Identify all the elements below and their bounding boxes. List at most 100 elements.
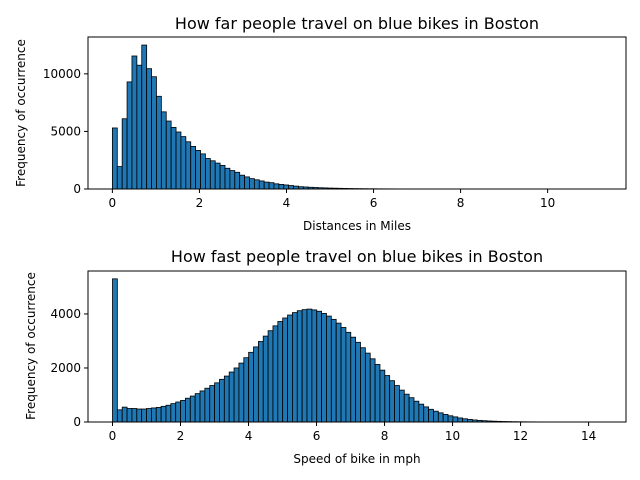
histogram-bar	[326, 315, 332, 423]
histogram-bar	[239, 174, 245, 190]
histogram-bar	[447, 415, 454, 423]
histogram-bar	[155, 407, 162, 423]
histogram-bar	[229, 170, 236, 190]
distance-bars	[111, 44, 603, 190]
histogram-bar	[340, 327, 347, 423]
histogram-bar	[345, 331, 352, 423]
y-tick-label: 0	[73, 415, 81, 429]
histogram-bar	[423, 406, 429, 423]
histogram-bar	[433, 410, 439, 423]
histogram-bar	[165, 404, 172, 423]
speed-plot-frame	[87, 270, 627, 423]
histogram-bar	[126, 81, 133, 190]
x-tick-label: 8	[381, 429, 389, 443]
x-tick-label: 0	[109, 196, 117, 210]
histogram-bar	[160, 405, 167, 423]
histogram-bar	[253, 179, 260, 190]
histogram-bar	[116, 166, 123, 190]
y-tick-label: 5000	[50, 124, 81, 138]
x-tick-label: 6	[370, 196, 378, 210]
y-tick-label: 10000	[43, 67, 81, 81]
histogram-bar	[268, 182, 275, 190]
histogram-bar	[190, 145, 197, 190]
histogram-bar	[267, 330, 274, 423]
histogram-bar	[413, 400, 420, 423]
histogram-bar	[244, 176, 250, 190]
speed-histogram: How fast people travel on blue bikes in …	[24, 247, 627, 466]
histogram-bar	[165, 120, 172, 190]
distance-x-axis-label: Distances in Miles	[303, 219, 411, 233]
histogram-bar	[175, 401, 181, 423]
histogram-bar	[355, 341, 361, 423]
x-tick-label: 6	[313, 429, 321, 443]
histogram-bar	[287, 314, 293, 423]
histogram-bar	[452, 416, 459, 423]
histogram-bar	[214, 162, 221, 190]
histogram-bar	[209, 385, 216, 423]
speed-x-axis-label: Speed of bike in mph	[293, 452, 420, 466]
histogram-bar	[301, 309, 308, 423]
histogram-bar	[189, 395, 196, 423]
histogram-bar	[131, 408, 138, 423]
x-tick-label: 4	[283, 196, 291, 210]
histogram-bar	[428, 408, 434, 423]
histogram-bar	[180, 399, 186, 423]
distance-plot-frame	[87, 36, 627, 190]
x-tick-label: 0	[109, 429, 117, 443]
distance-chart-title: How far people travel on blue bikes in B…	[175, 14, 539, 33]
histogram-bar	[200, 153, 206, 190]
histogram-bar	[278, 183, 285, 190]
histogram-bar	[223, 375, 230, 423]
histogram-bar	[112, 278, 118, 423]
histogram-bar	[141, 408, 147, 423]
speed-y-axis-label: Frequency of occurrence	[24, 272, 38, 420]
histogram-bar	[442, 414, 449, 423]
histogram-bar	[403, 393, 410, 423]
histogram-bar	[316, 310, 322, 423]
histogram-bar	[195, 150, 201, 190]
x-tick-label: 10	[540, 196, 555, 210]
histogram-bar	[360, 347, 366, 423]
histogram-bar	[238, 362, 245, 423]
histogram-bar	[384, 375, 391, 423]
y-tick-label: 4000	[50, 307, 81, 321]
histogram-bar	[204, 387, 211, 423]
histogram-bar	[150, 407, 157, 423]
histogram-bar	[141, 44, 148, 190]
x-tick-label: 8	[457, 196, 465, 210]
histogram-bar	[389, 380, 395, 423]
histogram-bar	[209, 160, 216, 190]
histogram-bar	[369, 358, 376, 423]
histogram-bar	[272, 325, 279, 423]
histogram-bar	[437, 412, 444, 423]
histogram-bar	[288, 185, 294, 190]
y-tick-label: 0	[73, 182, 81, 196]
histogram-bar	[277, 321, 284, 423]
histogram-bar	[121, 406, 128, 423]
histogram-bar	[170, 403, 177, 423]
histogram-bar	[418, 403, 425, 423]
histogram-bar	[205, 158, 211, 190]
histogram-bar	[146, 408, 152, 423]
speed-ticks: 0 2 4 6 8 10 12 14 0 2000 4000	[50, 307, 596, 443]
histogram-bar	[199, 390, 206, 423]
histogram-bar	[136, 408, 143, 423]
histogram-bar	[136, 64, 143, 190]
histogram-bar	[224, 167, 231, 190]
histogram-bar	[180, 136, 187, 190]
x-tick-label: 14	[581, 429, 596, 443]
histogram-bar	[330, 318, 337, 423]
histogram-bar	[131, 55, 138, 190]
histogram-bar	[292, 312, 298, 423]
histogram-bar	[457, 417, 464, 423]
histogram-bar	[335, 322, 342, 423]
histogram-bar	[257, 341, 264, 423]
histogram-bar	[394, 385, 400, 423]
histogram-bar	[170, 126, 177, 190]
histogram-bar	[160, 111, 167, 190]
histogram-bar	[258, 180, 265, 190]
x-tick-label: 2	[196, 196, 204, 210]
histogram-bar	[156, 95, 162, 190]
distance-ticks: 0 2 4 6 8 10 0 5000 10000	[43, 67, 555, 210]
